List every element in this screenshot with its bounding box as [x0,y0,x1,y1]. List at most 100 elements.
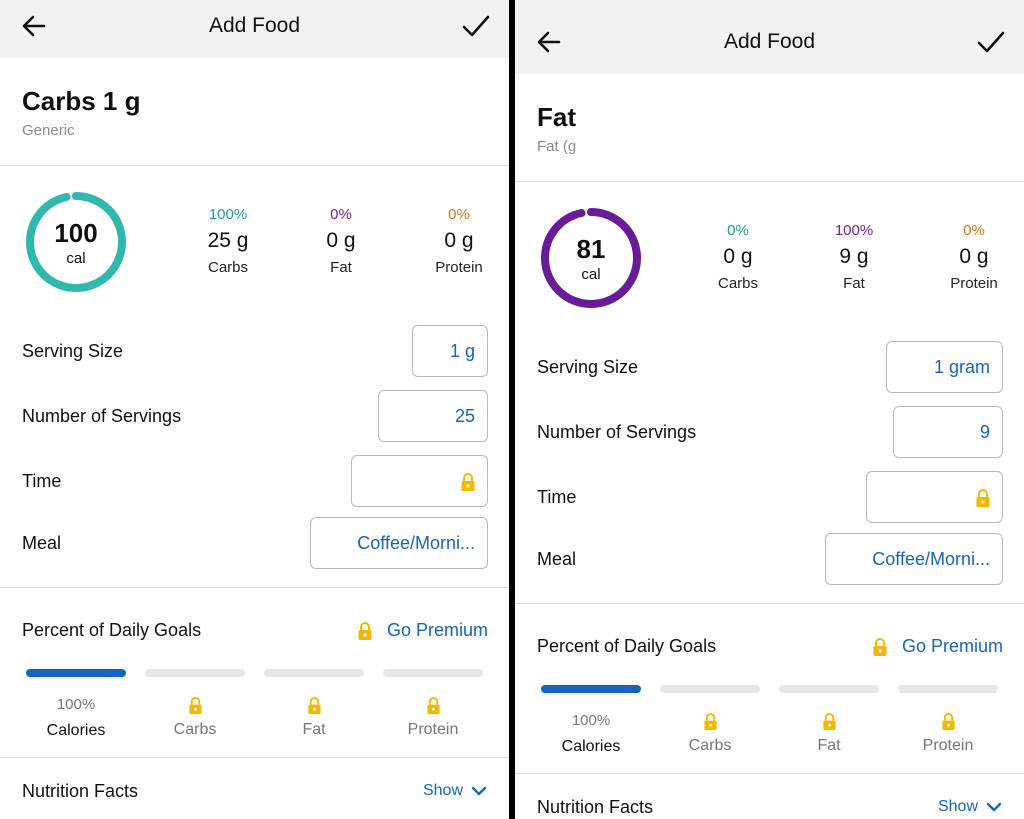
app-header: Add Food [0,0,509,58]
macro-protein-amount: 0 g [444,229,474,252]
meal-label: Meal [537,549,577,569]
goal-calories: 100% Calories [541,712,641,756]
add-food-screen-carbs: Add Food Carbs 1 g Generic 100 cal 100% … [0,0,509,819]
macro-fat: 100% 9 g Fat [809,222,899,292]
lock-icon [188,697,202,714]
macro-carbs-percent: 100% [208,206,248,223]
food-brand: Fat (g [537,138,577,155]
lock-icon [873,637,887,656]
nutrition-facts-title: Nutrition Facts [537,797,654,817]
macro-protein-percent: 0% [963,222,985,239]
serving-size-label: Serving Size [22,341,124,361]
calorie-ring [541,208,641,308]
calorie-value: 100 [54,218,98,248]
checkmark-icon[interactable] [976,28,1006,56]
chevron-down-icon [986,802,1002,812]
time-field[interactable] [866,471,1003,523]
daily-goals-title: Percent of Daily Goals [537,636,717,656]
meal-label: Meal [22,533,62,553]
macro-fat-amount: 0 g [326,229,356,252]
food-name: Carbs 1 g [22,86,141,116]
time-label: Time [22,471,62,491]
lock-icon [941,713,955,730]
meal-value: Coffee/Morni... [872,549,990,569]
goal-protein: Protein [898,712,998,755]
nutrition-show-toggle[interactable]: Show [423,782,487,800]
macro-fat: 0% 0 g Fat [296,206,386,276]
goal-fat-label: Fat [302,721,326,738]
goal-calories-label: Calories [561,738,621,755]
divider [515,181,1024,182]
macro-protein-amount: 0 g [959,245,989,268]
carbs-goal-bar [145,669,245,677]
back-arrow-icon[interactable] [535,28,563,56]
time-label: Time [537,487,577,507]
carbs-goal-bar [660,685,760,693]
go-premium-link[interactable]: Go Premium [357,620,488,641]
macro-protein-label: Protein [435,259,483,276]
go-premium-label: Go Premium [386,620,488,640]
macro-protein-label: Protein [950,275,998,292]
food-name: Fat [537,102,576,132]
calorie-ring [26,192,126,292]
macro-carbs: 0% 0 g Carbs [693,222,783,292]
daily-goals-title: Percent of Daily Goals [22,620,202,640]
calorie-unit: cal [66,250,86,267]
divider [515,773,1024,774]
lock-icon [307,697,321,714]
divider [0,587,509,588]
goal-protein-label: Protein [922,737,974,754]
macro-protein: 0% 0 g Protein [414,206,504,276]
nutrition-show-toggle[interactable]: Show [938,798,1002,816]
macro-carbs-amount: 0 g [723,245,753,268]
time-field[interactable] [351,455,488,507]
servings-label: Number of Servings [22,406,182,426]
macro-carbs-label: Carbs [207,259,248,276]
meal-select[interactable]: Coffee/Morni... [825,533,1003,585]
calories-goal-bar [541,685,641,693]
fat-goal-bar [264,669,364,677]
go-premium-link[interactable]: Go Premium [872,636,1003,657]
macro-fat-label: Fat [843,275,865,292]
meal-select[interactable]: Coffee/Morni... [310,517,488,569]
serving-size-field[interactable]: 1 gram [886,341,1003,393]
goal-protein-label: Protein [407,721,459,738]
goal-carbs-label: Carbs [688,737,732,754]
goal-carbs-label: Carbs [173,721,217,738]
lock-icon [461,473,475,491]
calorie-value: 81 [576,234,606,264]
checkmark-icon[interactable] [461,12,491,40]
servings-field[interactable]: 25 [378,390,488,442]
macro-fat-percent: 100% [834,222,874,239]
goal-fat: Fat [779,712,879,755]
macro-protein-percent: 0% [448,206,470,223]
macro-protein: 0% 0 g Protein [929,222,1019,292]
servings-value: 9 [979,422,990,442]
servings-value: 25 [454,406,475,426]
go-premium-label: Go Premium [901,636,1003,656]
goal-fat: Fat [264,696,364,739]
goal-carbs: Carbs [145,696,245,739]
screen-title: Add Food [208,14,301,37]
fat-goal-bar [779,685,879,693]
serving-size-value: 1 gram [933,357,990,377]
show-label: Show [937,798,978,815]
macro-carbs-amount: 25 g [207,229,249,252]
protein-goal-bar [898,685,998,693]
servings-field[interactable]: 9 [893,406,1003,458]
serving-size-field[interactable]: 1 g [412,325,488,377]
chevron-down-icon [471,786,487,796]
lock-icon [703,713,717,730]
divider [0,165,509,166]
show-label: Show [422,782,463,799]
lock-icon [822,713,836,730]
goal-carbs: Carbs [660,712,760,755]
macro-carbs-percent: 0% [727,222,749,239]
calories-goal-bar [26,669,126,677]
back-arrow-icon[interactable] [20,12,48,40]
macro-fat-amount: 9 g [839,245,869,268]
calorie-unit: cal [581,266,601,283]
protein-goal-bar [383,669,483,677]
macro-carbs-label: Carbs [717,275,758,292]
app-header: Add Food [515,0,1024,74]
